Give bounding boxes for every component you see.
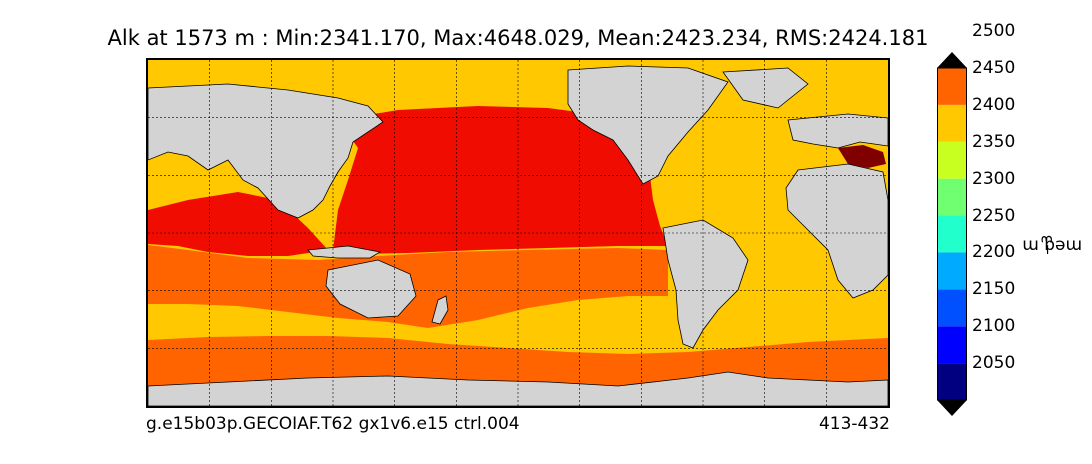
years-label: 413-432 <box>818 414 890 434</box>
colorbar-frame <box>937 67 967 401</box>
colorbar-label: meq m −3 <box>1022 234 1082 256</box>
colorbar-segment <box>937 363 967 400</box>
red-pacific <box>333 106 668 254</box>
land-new-zealand <box>431 295 449 325</box>
land-europe <box>787 113 888 149</box>
colorbar-segment <box>937 215 967 253</box>
colorbar-segment <box>937 104 967 142</box>
colorbar-extend-max <box>937 52 967 68</box>
colorbar-tick-label: 2150 <box>972 279 1016 300</box>
colorbar-tick-label: 2050 <box>972 353 1016 374</box>
land-greenland <box>722 67 809 109</box>
darkred-mediterranean <box>838 145 886 168</box>
ocean-map <box>146 58 890 408</box>
land-australia <box>325 259 417 319</box>
colorbar-tick-label: 2100 <box>972 316 1016 337</box>
colorbar-segment <box>937 178 967 216</box>
land-north-america <box>567 65 729 185</box>
colorbar-extend-min <box>937 400 967 416</box>
case-name-label: g.e15b03p.GECOIAF.T62 gx1v6.e15 ctrl.004 <box>146 414 520 434</box>
land-indonesia <box>307 245 382 259</box>
colorbar-segment <box>937 68 967 105</box>
colorbar-segment <box>937 326 967 364</box>
colorbar-segment <box>937 252 967 290</box>
colorbar <box>937 52 967 416</box>
colorbar-tick-label: 2300 <box>972 168 1016 189</box>
colorbar-tick-label: 2500 <box>972 21 1016 42</box>
plot-title: Alk at 1573 m : Min:2341.170, Max:4648.0… <box>107 26 929 50</box>
colorbar-tick-label: 2350 <box>972 131 1016 152</box>
land-africa <box>785 163 888 299</box>
colorbar-tick-label: 2250 <box>972 205 1016 226</box>
colorbar-segment <box>937 289 967 327</box>
colorbar-tick-label: 2200 <box>972 242 1016 263</box>
colorbar-segment <box>937 141 967 179</box>
colorbar-tick-label: 2450 <box>972 58 1016 78</box>
colorbar-tick-label: 2400 <box>972 94 1016 115</box>
